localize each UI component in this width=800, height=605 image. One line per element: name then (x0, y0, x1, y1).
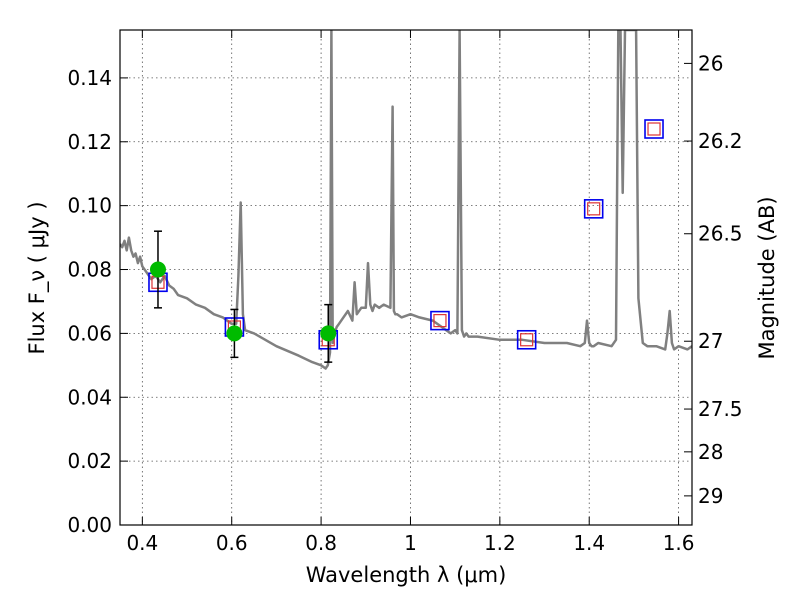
right-tick-label: 26.5 (698, 222, 743, 246)
right-tick-label: 29 (698, 484, 723, 508)
plot-frame (119, 29, 693, 526)
y-tick-label: 0.06 (67, 321, 112, 345)
y-axis-title: Flux F_ν ( μJy ) (25, 201, 50, 354)
observed-point (226, 325, 243, 342)
y-tick-label: 0.12 (67, 130, 112, 154)
spectrum-line (120, 30, 692, 370)
right-tick-label: 26.2 (698, 129, 743, 153)
right-axis-ticks: 26 26.2 26.5 27 27.5 28 29 (684, 51, 743, 508)
x-axis-title: Wavelength λ (μm) (306, 563, 507, 587)
y-tick-label: 0.08 (67, 258, 112, 282)
right-tick-label: 26 (698, 51, 723, 75)
y-tick-label: 0.14 (67, 66, 112, 90)
model-point-outer (516, 329, 537, 350)
observed-points (149, 230, 337, 363)
y-axis-ticks: 0.00 0.02 0.04 0.06 0.08 0.10 0.12 0.14 (67, 66, 128, 537)
model-point-inner (433, 314, 447, 328)
model-point-outer (644, 119, 664, 139)
x-axis-ticks: 0.4 0.6 0.8 1 1.2 1.4 1.6 (126, 30, 695, 555)
x-tick-label: 1.2 (484, 531, 516, 555)
right-tick-label: 27.5 (698, 397, 743, 421)
model-point-inner (647, 122, 661, 136)
grid (120, 30, 692, 525)
model-point-outer (583, 199, 604, 219)
y-tick-label: 0.04 (67, 385, 112, 409)
x-tick-label: 1.6 (663, 531, 695, 555)
y-tick-label: 0.00 (67, 513, 112, 537)
model-point-inner (520, 333, 534, 347)
x-tick-label: 0.8 (305, 531, 337, 555)
x-tick-label: 0.6 (216, 531, 248, 555)
y-tick-label: 0.02 (67, 449, 112, 473)
y-tick-label: 0.10 (67, 194, 112, 218)
observed-point (149, 261, 166, 278)
x-tick-label: 1.4 (573, 531, 605, 555)
right-tick-label: 27 (698, 329, 723, 353)
model-point-inner (587, 202, 601, 216)
right-axis-title: Magnitude (AB) (755, 196, 779, 359)
observed-point (320, 325, 337, 342)
plot-area (120, 30, 692, 525)
spectrum-series (120, 30, 692, 370)
right-tick-label: 28 (698, 440, 723, 464)
x-tick-label: 0.4 (126, 531, 158, 555)
x-tick-label: 1 (404, 531, 417, 555)
model-point-outer (430, 310, 450, 331)
